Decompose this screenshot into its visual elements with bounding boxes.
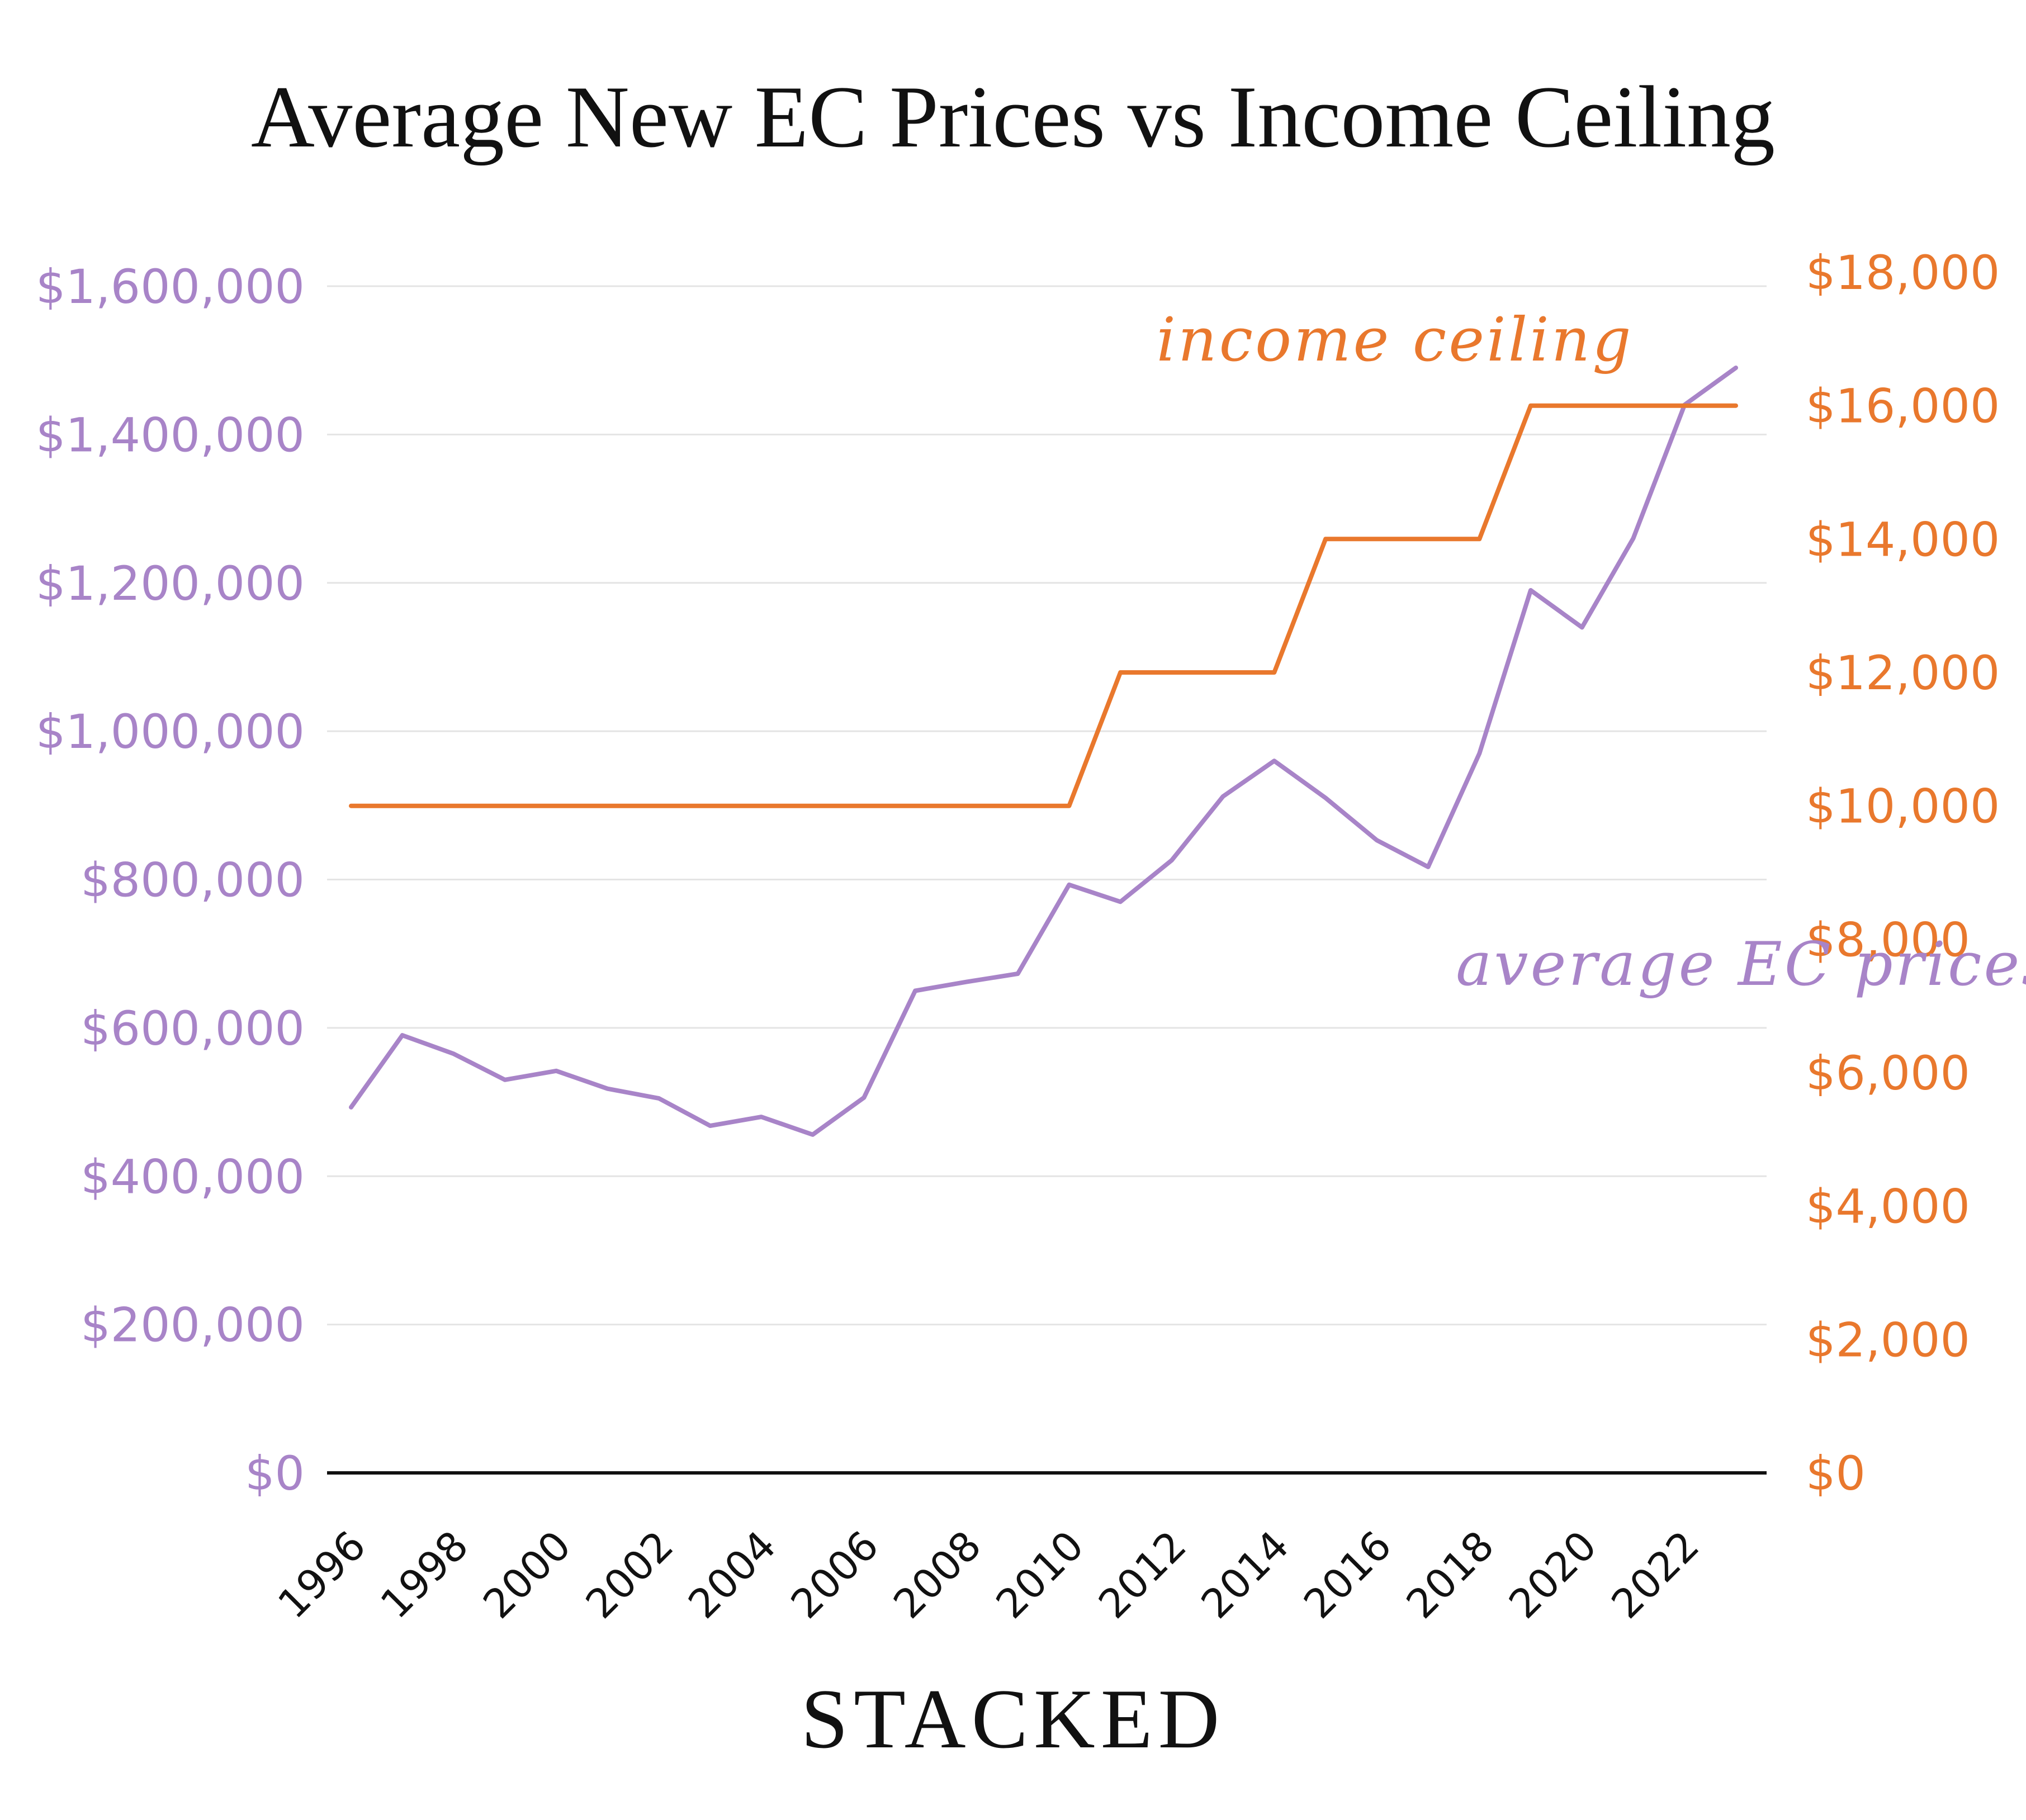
left-y-tick-label: $1,400,000 [36,407,305,462]
right-y-tick-label: $8,000 [1806,912,1970,967]
series-line [349,366,1738,1137]
left-y-tick-label: $0 [245,1446,305,1501]
x-tick-label: 2012 [1090,1522,1195,1628]
x-tick-label: 2010 [987,1522,1092,1628]
right-y-tick-label: $2,000 [1806,1312,1970,1367]
x-tick-label: 2022 [1602,1522,1708,1628]
x-tick-label: 2002 [577,1522,683,1628]
x-tick-label: 2006 [782,1522,887,1628]
x-tick-label: 2020 [1500,1522,1606,1628]
left-y-tick-label: $200,000 [81,1298,305,1353]
series-line [349,403,1738,808]
right-y-tick-label: $4,000 [1806,1179,1970,1234]
right-y-tick-label: $18,000 [1806,245,2000,300]
left-y-tick-label: $600,000 [81,1001,305,1056]
left-y-tick-label: $800,000 [81,853,305,908]
series-lines [349,366,1738,1137]
left-y-tick-label: $1,600,000 [36,259,305,314]
x-tick-label: 2014 [1192,1522,1298,1628]
right-y-axis: $0 $2,000 $4,000 $6,000 $8,000 $10,000 $12,000… [1806,245,2000,1501]
right-y-tick-label: $10,000 [1806,779,2000,834]
x-axis: 1996199820002002200420062008201020122014… [269,1522,1708,1628]
right-y-tick-label: $16,000 [1806,379,2000,434]
x-tick-label: 2008 [884,1522,990,1628]
series-label: average EC prices [1456,930,2026,999]
series-label: income ceiling [1157,305,1634,375]
chart-title: Average New EC Prices vs Income Ceiling [251,68,1775,166]
left-y-axis: $0 $200,000 $400,000 $600,000 $800,000 $1,000… [36,259,305,1501]
x-tick-label: 1996 [269,1522,375,1628]
right-y-tick-label: $12,000 [1806,646,2000,700]
right-y-tick-label: $6,000 [1806,1046,1970,1101]
gridlines [327,285,1767,1475]
x-tick-label: 2018 [1397,1522,1503,1628]
right-y-tick-label: $14,000 [1806,512,2000,567]
series-annotations: average EC prices income ceiling [1157,305,2026,999]
left-y-tick-label: $1,200,000 [36,556,305,611]
x-tick-label: 2016 [1295,1522,1400,1628]
x-tick-label: 2004 [679,1522,785,1628]
x-tick-label: 1998 [372,1522,477,1628]
brand-logo: STACKED [801,1672,1225,1766]
left-y-tick-label: $1,000,000 [36,704,305,759]
x-tick-label: 2000 [474,1522,580,1628]
right-y-tick-label: $0 [1806,1446,1866,1501]
left-y-tick-label: $400,000 [81,1149,305,1204]
